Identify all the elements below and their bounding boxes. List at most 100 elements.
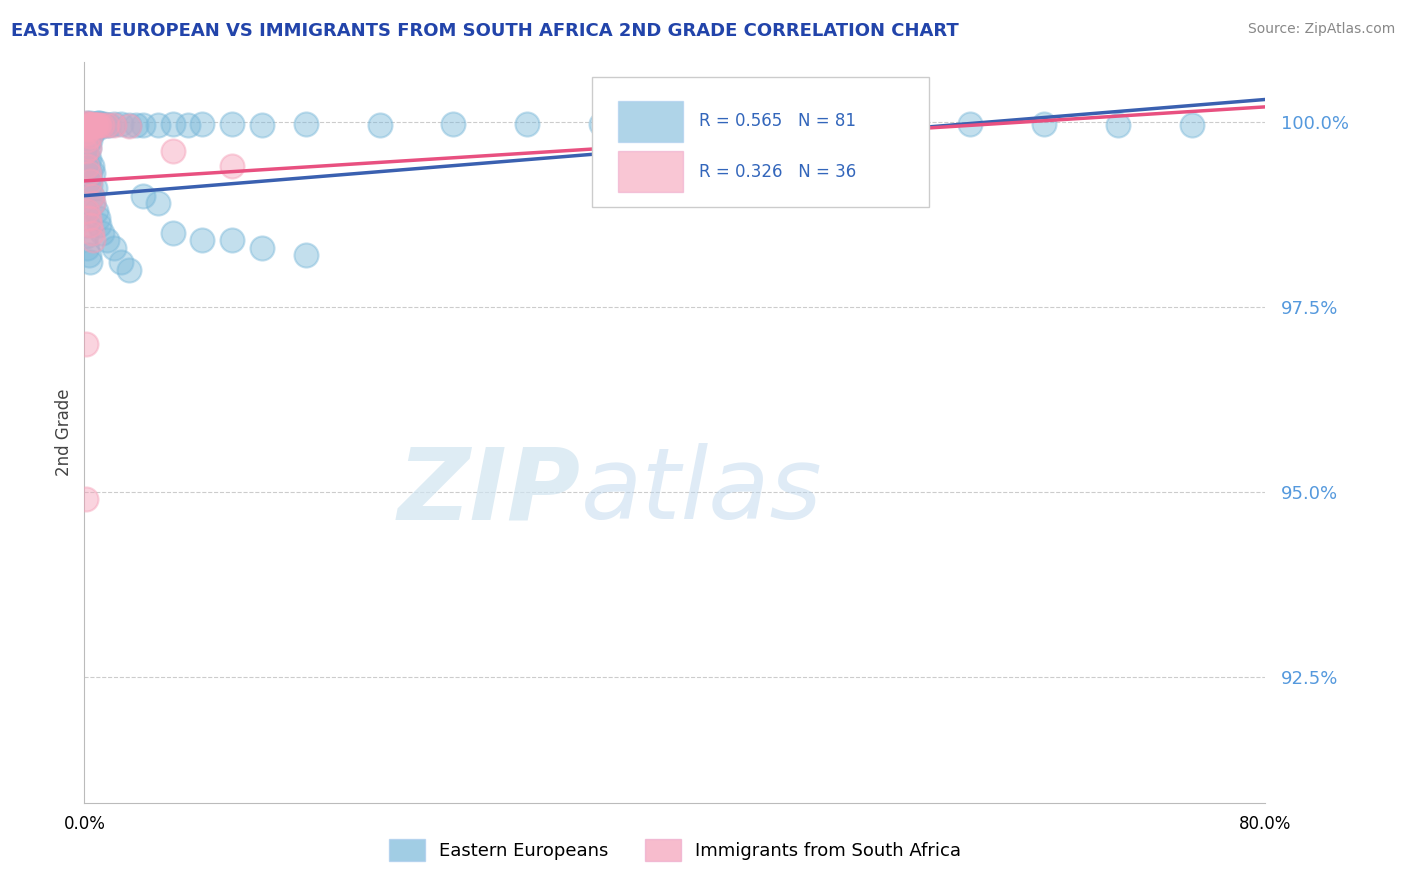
Point — [91, 226, 114, 240]
Point — [83, 181, 105, 195]
Point — [76, 120, 98, 134]
Point — [79, 167, 101, 181]
Point — [82, 167, 104, 181]
Point — [103, 241, 125, 255]
Point — [250, 118, 273, 132]
Point — [148, 196, 170, 211]
Point — [77, 152, 100, 166]
Text: R = 0.565   N = 81: R = 0.565 N = 81 — [699, 112, 855, 130]
Point — [79, 255, 101, 269]
Point — [76, 155, 98, 169]
Text: Source: ZipAtlas.com: Source: ZipAtlas.com — [1247, 22, 1395, 37]
Point — [82, 233, 104, 247]
Point — [516, 117, 538, 131]
Point — [162, 117, 184, 131]
Point — [77, 211, 100, 225]
Text: R = 0.326   N = 36: R = 0.326 N = 36 — [699, 162, 856, 181]
Point — [76, 203, 98, 218]
Point — [295, 117, 318, 131]
Point — [79, 118, 101, 132]
Point — [91, 118, 114, 132]
Point — [103, 117, 125, 131]
Point — [75, 119, 97, 133]
Text: atlas: atlas — [581, 443, 823, 541]
Point — [76, 159, 98, 173]
Point — [77, 140, 100, 154]
Point — [1181, 118, 1204, 132]
Point — [75, 122, 97, 136]
Point — [76, 116, 98, 130]
Point — [80, 126, 103, 140]
Point — [75, 129, 97, 144]
Point — [103, 119, 125, 133]
Point — [77, 122, 100, 136]
Point — [86, 211, 108, 225]
Point — [75, 116, 97, 130]
Point — [82, 119, 104, 133]
Point — [82, 118, 104, 132]
Point — [118, 262, 141, 277]
Bar — [619, 101, 683, 142]
Point — [83, 117, 105, 131]
Point — [96, 119, 118, 133]
Point — [77, 167, 100, 181]
Point — [191, 117, 214, 131]
Point — [77, 174, 100, 188]
Point — [80, 188, 103, 202]
Text: EASTERN EUROPEAN VS IMMIGRANTS FROM SOUTH AFRICA 2ND GRADE CORRELATION CHART: EASTERN EUROPEAN VS IMMIGRANTS FROM SOUT… — [11, 22, 959, 40]
Point — [86, 118, 108, 132]
Point — [118, 119, 141, 133]
Point — [79, 129, 101, 144]
Point — [80, 188, 103, 202]
Point — [84, 118, 107, 132]
Point — [83, 119, 105, 133]
Point — [76, 136, 98, 151]
Point — [664, 117, 686, 131]
Point — [110, 117, 132, 131]
Point — [591, 117, 613, 131]
Point — [82, 196, 104, 211]
Point — [87, 219, 111, 233]
Point — [91, 118, 114, 132]
Point — [98, 118, 121, 132]
Point — [132, 119, 155, 133]
Point — [83, 120, 105, 134]
Point — [79, 178, 101, 192]
Point — [76, 241, 98, 255]
Point — [75, 492, 97, 507]
Point — [76, 159, 98, 173]
Point — [96, 118, 118, 132]
Point — [79, 116, 101, 130]
Point — [79, 174, 101, 188]
Point — [84, 119, 107, 133]
Point — [79, 133, 101, 147]
Point — [84, 203, 107, 218]
Y-axis label: 2nd Grade: 2nd Grade — [55, 389, 73, 476]
Point — [86, 116, 108, 130]
Point — [80, 226, 103, 240]
Point — [90, 117, 112, 131]
Point — [191, 233, 214, 247]
Point — [295, 248, 318, 262]
Point — [75, 229, 97, 244]
Bar — [619, 152, 683, 192]
Point — [1033, 117, 1056, 131]
Point — [76, 219, 98, 233]
Point — [221, 117, 243, 131]
Point — [75, 203, 97, 218]
Point — [76, 117, 98, 131]
Point — [96, 233, 118, 247]
Text: ZIP: ZIP — [398, 443, 581, 541]
Point — [738, 117, 761, 131]
Legend: Eastern Europeans, Immigrants from South Africa: Eastern Europeans, Immigrants from South… — [381, 831, 969, 868]
Point — [221, 233, 243, 247]
Point — [79, 219, 101, 233]
Point — [811, 117, 834, 131]
Point — [75, 126, 97, 140]
Point — [77, 117, 100, 131]
Point — [75, 145, 97, 159]
Point — [75, 145, 97, 159]
Point — [87, 116, 111, 130]
Point — [162, 145, 184, 159]
Point — [77, 118, 100, 132]
